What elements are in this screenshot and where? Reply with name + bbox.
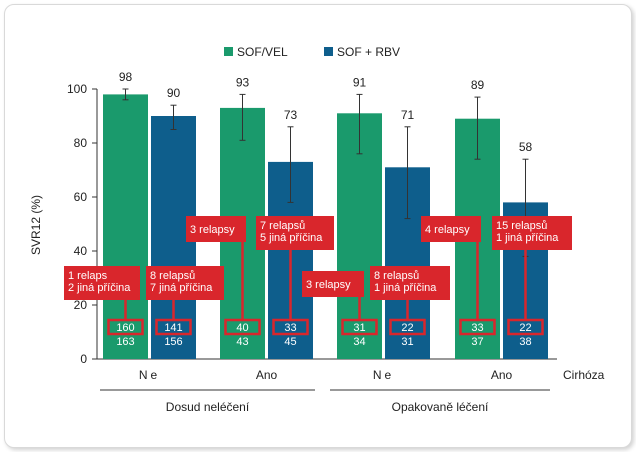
y-tick-label: 60 bbox=[74, 190, 88, 204]
y-tick-label: 40 bbox=[74, 244, 88, 258]
group-label: Opakovaně léčení bbox=[392, 400, 489, 414]
annotation-box bbox=[492, 216, 572, 250]
y-tick-label: 0 bbox=[80, 352, 87, 366]
annotation-box bbox=[421, 216, 481, 242]
annotation-text: 3 relapsy bbox=[190, 224, 235, 236]
annotation-text: 7 jiná příčina bbox=[150, 282, 213, 294]
responder-count: 31 bbox=[353, 322, 365, 334]
total-count: 43 bbox=[236, 336, 248, 348]
legend-label-sofrbv: SOF + RBV bbox=[337, 45, 400, 59]
total-count: 38 bbox=[519, 336, 531, 348]
y-tick-label: 20 bbox=[74, 298, 88, 312]
total-count: 156 bbox=[164, 336, 182, 348]
total-count: 31 bbox=[401, 336, 413, 348]
value-label: 71 bbox=[401, 108, 415, 122]
y-tick-label: 80 bbox=[74, 136, 88, 150]
value-label: 73 bbox=[284, 108, 298, 122]
annotation-box bbox=[256, 216, 334, 250]
y-axis-label: SVR12 (%) bbox=[29, 195, 43, 255]
responder-count: 33 bbox=[284, 322, 296, 334]
annotation-text: 4 relapsy bbox=[425, 224, 470, 236]
value-label: 98 bbox=[119, 70, 133, 84]
annotation-text: 8 relapsů bbox=[150, 270, 195, 282]
total-count: 45 bbox=[284, 336, 296, 348]
responder-count: 141 bbox=[164, 322, 182, 334]
annotation-box bbox=[186, 216, 246, 242]
annotation-text: 1 relaps bbox=[68, 270, 108, 282]
annotation-text: 1 jiná příčina bbox=[496, 232, 559, 244]
annotation-text: 1 jiná příčina bbox=[374, 282, 437, 294]
category-label: Ne bbox=[139, 368, 160, 382]
category-label: Ano bbox=[491, 368, 513, 382]
responder-count: 22 bbox=[401, 322, 413, 334]
legend-label-sofvel: SOF/VEL bbox=[237, 45, 288, 59]
responder-count: 160 bbox=[116, 322, 134, 334]
legend: SOF/VEL SOF + RBV bbox=[224, 45, 400, 59]
total-count: 37 bbox=[471, 336, 483, 348]
value-label: 93 bbox=[236, 75, 250, 89]
annotation-text: 2 jiná příčina bbox=[68, 282, 131, 294]
responder-count: 40 bbox=[236, 322, 248, 334]
responder-count: 33 bbox=[471, 322, 483, 334]
annotation-box bbox=[146, 266, 224, 300]
category-label: Ano bbox=[256, 368, 278, 382]
y-tick-label: 100 bbox=[67, 82, 87, 96]
value-label: 58 bbox=[519, 140, 533, 154]
legend-swatch-sofrbv bbox=[324, 47, 333, 56]
group-label: Dosud neléčení bbox=[166, 400, 250, 414]
annotation-text: 7 relapsů bbox=[260, 220, 305, 232]
annotation-box bbox=[370, 266, 450, 300]
total-count: 34 bbox=[353, 336, 365, 348]
cirhoza-caption: Cirhóza bbox=[563, 368, 605, 382]
legend-swatch-sofvel bbox=[224, 47, 233, 56]
annotation-box bbox=[302, 271, 364, 297]
annotation-text: 8 relapsů bbox=[374, 270, 419, 282]
responder-count: 22 bbox=[519, 322, 531, 334]
category-label: Ne bbox=[373, 368, 394, 382]
annotation-text: 3 relapsy bbox=[306, 279, 351, 291]
plot-area: 0 20 40 60 80 100 98 160 163 93 40 43 91 31 34 89 33 37 90… bbox=[64, 70, 572, 414]
total-count: 163 bbox=[116, 336, 134, 348]
annotation-text: 5 jiná příčina bbox=[260, 232, 323, 244]
value-label: 89 bbox=[471, 78, 485, 92]
value-label: 91 bbox=[353, 75, 367, 89]
annotation-box bbox=[64, 266, 140, 300]
annotation-text: 15 relapsů bbox=[496, 220, 547, 232]
value-label: 90 bbox=[167, 86, 181, 100]
